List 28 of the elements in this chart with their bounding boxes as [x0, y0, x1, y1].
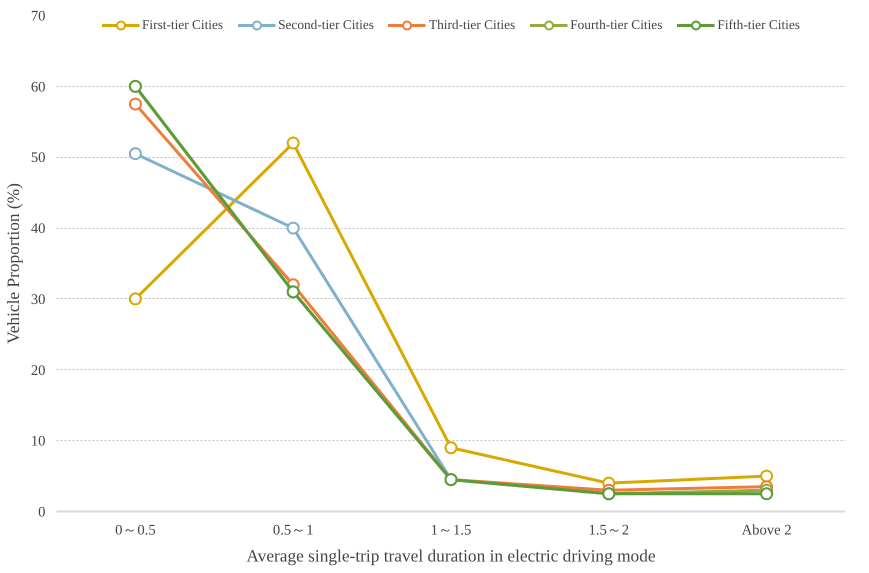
- point: [286, 136, 300, 150]
- x-axis-title: Average single-trip travel duration in electric driving mode: [246, 546, 656, 566]
- point: [128, 292, 142, 306]
- x-tick-label: 0～0.5: [115, 522, 156, 538]
- legend-label: Second-tier Cities: [278, 17, 374, 33]
- point: [760, 470, 774, 483]
- point: [444, 441, 458, 454]
- point: [286, 222, 300, 235]
- y-tick-label: 50: [30, 150, 46, 166]
- point: [760, 487, 774, 500]
- y-tick-label: 40: [30, 221, 46, 238]
- x-tick-label: 1.5～2: [588, 522, 630, 538]
- y-axis-title: Vehicle Proportion (%): [4, 182, 23, 344]
- legend-label: Fifth-tier Cities: [717, 17, 800, 33]
- point: [128, 98, 142, 111]
- y-tick-label: 60: [30, 79, 46, 96]
- x-tick-label: Above 2: [742, 522, 792, 538]
- legend-label: Third-tier Cities: [428, 17, 516, 33]
- y-tick-label: 0: [38, 504, 46, 520]
- x-tick-label: 1～1.5: [430, 522, 472, 538]
- y-tick-label: 30: [30, 292, 46, 308]
- y-tick-label: 20: [30, 362, 46, 379]
- y-tick-label: 70: [30, 8, 46, 24]
- x-tick-label: 0.5～1: [272, 522, 314, 538]
- legend-label: First-tier Cities: [142, 17, 224, 33]
- point: [128, 147, 142, 160]
- legend-label: Fourth-tier Cities: [570, 17, 662, 33]
- y-tick-label: 10: [30, 434, 46, 450]
